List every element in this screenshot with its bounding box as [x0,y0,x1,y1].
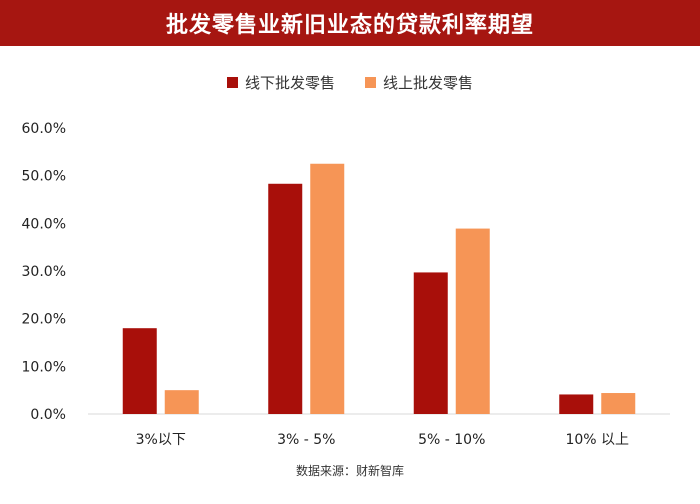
legend-swatch-offline [226,77,238,88]
bar-online-1 [310,163,345,414]
y-tick-label: 10.0% [22,359,66,375]
bar-online-0 [164,390,199,414]
title-bar: 批发零售业新旧业态的贷款利率期望 [0,0,700,46]
y-tick-label: 40.0% [22,216,66,232]
legend-label-offline: 线下批发零售 [244,74,335,92]
legend-item-online: 线上批发零售 [365,72,473,93]
bar-offline-3 [559,394,594,414]
bar-online-2 [455,228,490,414]
y-tick-label: 50.0% [22,169,66,185]
y-tick-label: 0.0% [30,407,66,423]
bar-offline-2 [413,272,448,414]
x-tick-label: 3% - 5% [277,432,335,448]
chart-title: 批发零售业新旧业态的贷款利率期望 [165,13,534,38]
legend-label-online: 线上批发零售 [383,74,474,92]
x-tick-label: 10% 以上 [565,432,629,448]
legend-item-offline: 线下批发零售 [226,72,335,93]
data-source-note: 数据来源：财新智库 [295,464,404,478]
x-tick-label: 5% - 10% [418,432,485,448]
chart-legend: 线下批发零售 线上批发零售 [0,72,700,93]
y-tick-label: 20.0% [22,312,66,328]
bar-online-3 [601,393,636,414]
bar-offline-1 [268,183,303,414]
bar-offline-0 [122,328,157,414]
legend-swatch-online [365,77,376,88]
y-tick-label: 30.0% [22,264,66,280]
x-tick-label: 3%以下 [136,432,186,448]
y-tick-label: 60.0% [22,121,66,137]
